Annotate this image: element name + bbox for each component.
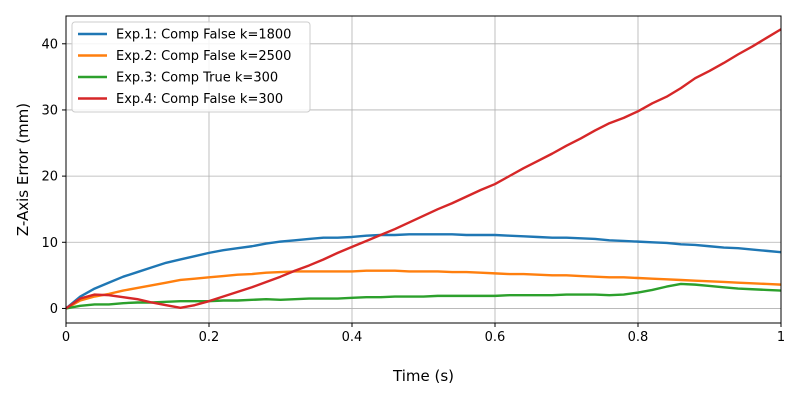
y-tick-label: 0 [50,302,58,317]
y-tick-label: 20 [41,170,58,185]
series-line-exp4 [66,28,781,310]
legend-label-exp1: Exp.1: Comp False k=1800 [116,28,291,43]
y-axis-label: Z-Axis Error (mm) [14,103,32,236]
x-tick-label: 0.2 [199,330,220,345]
legend-label-exp4: Exp.4: Comp False k=300 [116,92,283,107]
x-tick-label: 0 [62,330,70,345]
y-tick-label: 30 [41,103,58,118]
x-tick-label: 0.4 [342,330,363,345]
y-tick-label: 40 [41,37,58,52]
x-axis-label: Time (s) [392,367,454,385]
series-line-exp1 [66,233,781,310]
legend: Exp.1: Comp False k=1800 Exp.2: Comp Fals… [71,21,311,113]
legend-label-exp2: Exp.2: Comp False k=2500 [116,49,291,64]
y-tick-label: 10 [41,236,58,251]
series-line-exp3 [66,282,781,310]
plot-frame [65,15,782,324]
series-line-exp2 [66,269,781,310]
legend-label-exp3: Exp.3: Comp True k=300 [116,71,278,86]
x-tick-label: 0.8 [628,330,649,345]
x-tick-label: 0.6 [485,330,506,345]
series-layer [66,28,781,310]
legend-frame [71,21,311,113]
x-tick-label: 1 [777,330,785,345]
